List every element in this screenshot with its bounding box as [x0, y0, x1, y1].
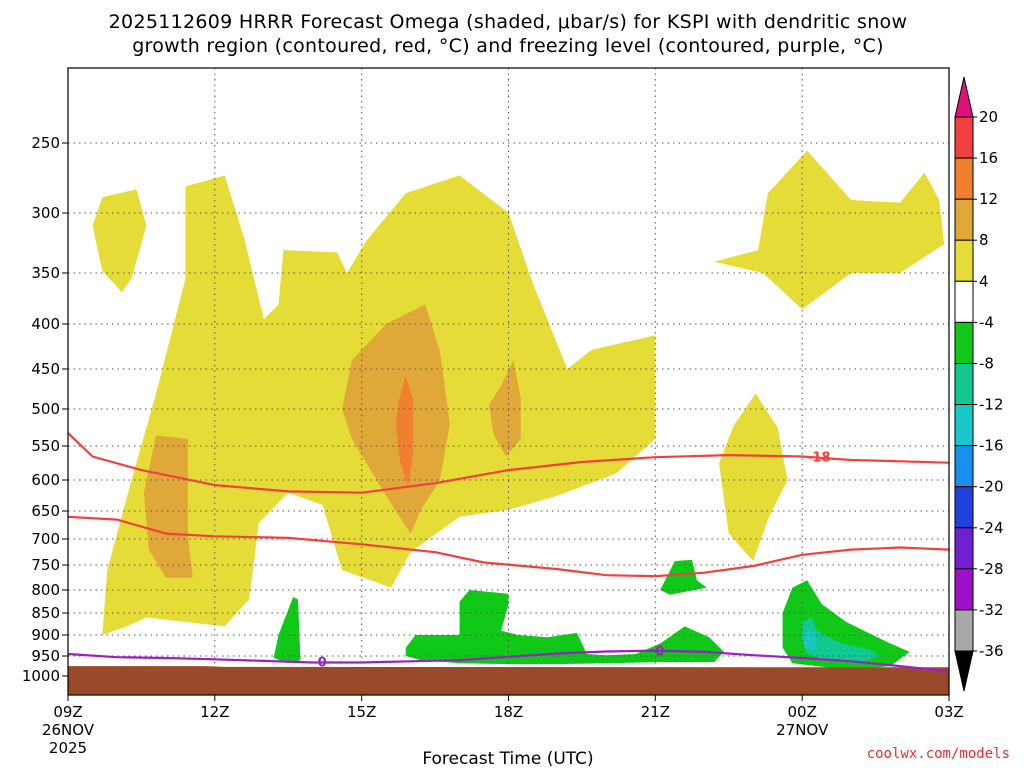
- contour-labels: -18 0 0: [318, 451, 831, 671]
- omega-region-6: [488, 360, 521, 457]
- colorbar-box-10: [954, 527, 974, 570]
- x-tick-date-00Z: 27NOV: [776, 721, 829, 739]
- colorbar-label-9: -20: [979, 478, 1004, 496]
- y-tick-label-550: 550: [31, 437, 60, 455]
- y-tick-label-1000: 1000: [22, 667, 60, 685]
- credit-text: coolwx.com/models: [867, 746, 1010, 762]
- colorbar-box-4: [954, 280, 974, 323]
- colorbar-box-5: [954, 321, 974, 364]
- colorbar-label-5: -4: [979, 313, 994, 331]
- colorbar-label-1: 16: [979, 149, 998, 167]
- x-tick-label-03Z: 03Z: [934, 703, 963, 721]
- colorbar-box-11: [954, 568, 974, 611]
- y-tick-label-950: 950: [31, 647, 60, 665]
- ground-terrain: [68, 666, 949, 695]
- omega-region-3: [719, 393, 788, 561]
- chart-title-line-2: growth region (contoured, red, °C) and f…: [132, 35, 884, 57]
- omega-region-10: [660, 559, 707, 595]
- contour-label-1: 0: [318, 656, 327, 671]
- y-axis: 250 300 350 400 450 500 550 600 650 700 750 800 850 9…: [22, 134, 68, 685]
- omega-region-2: [714, 150, 945, 310]
- y-tick-label-800: 800: [31, 581, 60, 599]
- ground-fill: [68, 666, 949, 695]
- contour-line-2: [67, 649, 950, 673]
- colorbar-label-11: -28: [979, 560, 1004, 578]
- y-tick-label-350: 350: [31, 264, 60, 282]
- omega-region-12: [802, 617, 881, 663]
- y-tick-label-750: 750: [31, 556, 60, 574]
- colorbar-top-arrow: [954, 76, 974, 118]
- colorbar-box-0: [954, 116, 974, 159]
- contour-lines: [67, 432, 950, 673]
- x-axis-label: Forecast Time (UTC): [422, 749, 593, 768]
- contour-label-2: 0: [655, 645, 664, 660]
- colorbar-label-4: 4: [979, 272, 989, 290]
- colorbar-label-2: 12: [979, 190, 998, 208]
- contour-line-0: [67, 432, 950, 494]
- y-tick-label-250: 250: [31, 134, 60, 152]
- colorbar-box-1: [954, 157, 974, 200]
- colorbar-box-7: [954, 404, 974, 447]
- colorbar-box-9: [954, 486, 974, 529]
- omega-region-0: [92, 189, 147, 293]
- x-tick-label-00Z: 00Z: [788, 703, 817, 721]
- x-tick-label-15Z: 15Z: [347, 703, 376, 721]
- y-tick-label-400: 400: [31, 315, 60, 333]
- x-tick-label-12Z: 12Z: [200, 703, 229, 721]
- colorbar-label-0: 20: [979, 108, 998, 126]
- contour-label-0: -18: [807, 451, 831, 466]
- omega-region-13: [804, 628, 817, 650]
- y-tick-label-450: 450: [31, 360, 60, 378]
- y-tick-label-900: 900: [31, 626, 60, 644]
- omega-region-4: [143, 435, 193, 578]
- y-tick-label-300: 300: [31, 204, 60, 222]
- y-tick-label-850: 850: [31, 604, 60, 622]
- colorbar-label-7: -12: [979, 396, 1004, 414]
- y-tick-label-600: 600: [31, 471, 60, 489]
- contour-line-1: [67, 515, 950, 578]
- y-tick-label-500: 500: [31, 400, 60, 418]
- colorbar-box-6: [954, 363, 974, 406]
- colorbar-box-8: [954, 445, 974, 488]
- colorbar-label-8: -16: [979, 437, 1004, 455]
- omega-region-7: [395, 375, 414, 488]
- colorbar-label-10: -24: [979, 519, 1004, 537]
- omega-region-9: [405, 590, 724, 665]
- x-tick-label-09Z: 09Z: [53, 703, 82, 721]
- colorbar-label-6: -8: [979, 355, 994, 373]
- omega-shading: [92, 150, 945, 671]
- colorbar-box-3: [954, 239, 974, 282]
- x-tick-date-09Z: 26NOV: [42, 721, 95, 739]
- colorbar: 20 16 12 8 4 -4 -8 -12 -16 -20 -24 -28 -32 -36: [954, 76, 1004, 692]
- colorbar-box-12: [954, 609, 974, 652]
- omega-region-5: [342, 304, 450, 534]
- x-tick-label-21Z: 21Z: [641, 703, 670, 721]
- colorbar-label-3: 8: [979, 231, 989, 249]
- x-tick-label-18Z: 18Z: [494, 703, 523, 721]
- colorbar-label-13: -36: [979, 642, 1004, 660]
- omega-region-8: [273, 597, 301, 664]
- plot-area: -18 0 0: [67, 67, 950, 696]
- colorbar-bottom-arrow: [954, 650, 974, 692]
- x-tick-year-09Z: 2025: [49, 739, 87, 757]
- y-tick-label-650: 650: [31, 502, 60, 520]
- colorbar-label-12: -32: [979, 601, 1004, 619]
- chart-title-line-1: 2025112609 HRRR Forecast Omega (shaded, …: [109, 11, 908, 33]
- y-tick-label-700: 700: [31, 530, 60, 548]
- colorbar-box-2: [954, 198, 974, 241]
